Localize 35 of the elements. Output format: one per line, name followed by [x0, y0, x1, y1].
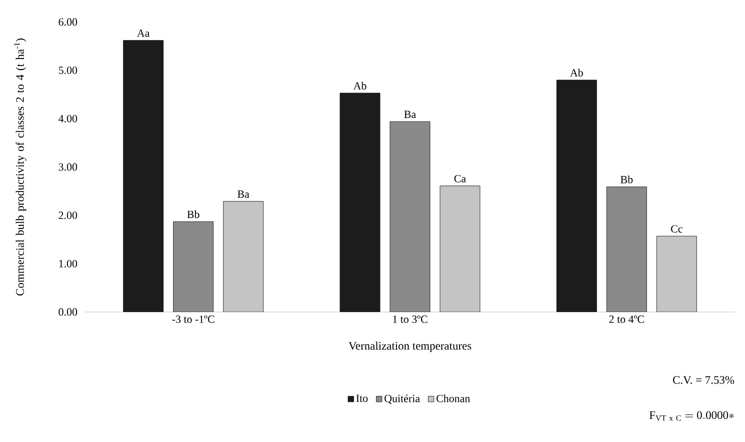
- x-tick-label: 2 to 4ºC: [609, 316, 644, 323]
- y-tick-label: 2.00: [58, 212, 78, 220]
- y-tick-label: 3.00: [58, 163, 78, 171]
- bar: [123, 40, 164, 312]
- legend-label: Quitéria: [384, 394, 420, 404]
- bar: [656, 236, 697, 312]
- y-tick-label: 6.00: [58, 18, 78, 26]
- x-axis-title: Vernalization temperatures: [348, 342, 472, 352]
- y-tick-label: 0.00: [58, 308, 78, 316]
- data-label: Ab: [570, 68, 583, 76]
- x-tick-label: 1 to 3ºC: [393, 316, 428, 323]
- y-tick-label: 1.00: [59, 260, 78, 268]
- data-label: Ba: [238, 190, 250, 198]
- data-label: Ba: [404, 110, 416, 118]
- bar: [606, 186, 647, 312]
- data-label: Aa: [137, 30, 150, 37]
- data-label: Bb: [620, 176, 633, 184]
- legend-label: Ito: [356, 394, 368, 402]
- text: $\mathrm{F}_{\mathrm{VT\ x\ C}}\mathrm{\ {=}\ 0.0000{*}}$: [649, 411, 734, 421]
- data-label: Cc: [671, 225, 682, 233]
- y-tick-label: 4.00: [58, 114, 78, 122]
- x-tick-label: -3 to -1ºC: [172, 316, 214, 323]
- y-axis-title: Commercial bulb productivity of classes 2 to 4 (t ha$^{-1}$): [14, 38, 26, 296]
- bar: [340, 92, 380, 312]
- text: C.V. = 7.53%: [673, 376, 734, 384]
- bar: [440, 186, 480, 312]
- data-label: Bb: [187, 210, 200, 218]
- data-label: Ab: [353, 82, 366, 90]
- bar: [556, 80, 597, 312]
- legend-label: Chonan: [436, 394, 470, 402]
- bar: [223, 201, 264, 312]
- bar: [390, 121, 430, 312]
- y-tick-label: 5.00: [58, 66, 78, 74]
- data-label: Ca: [454, 174, 466, 182]
- bar: [173, 221, 214, 312]
